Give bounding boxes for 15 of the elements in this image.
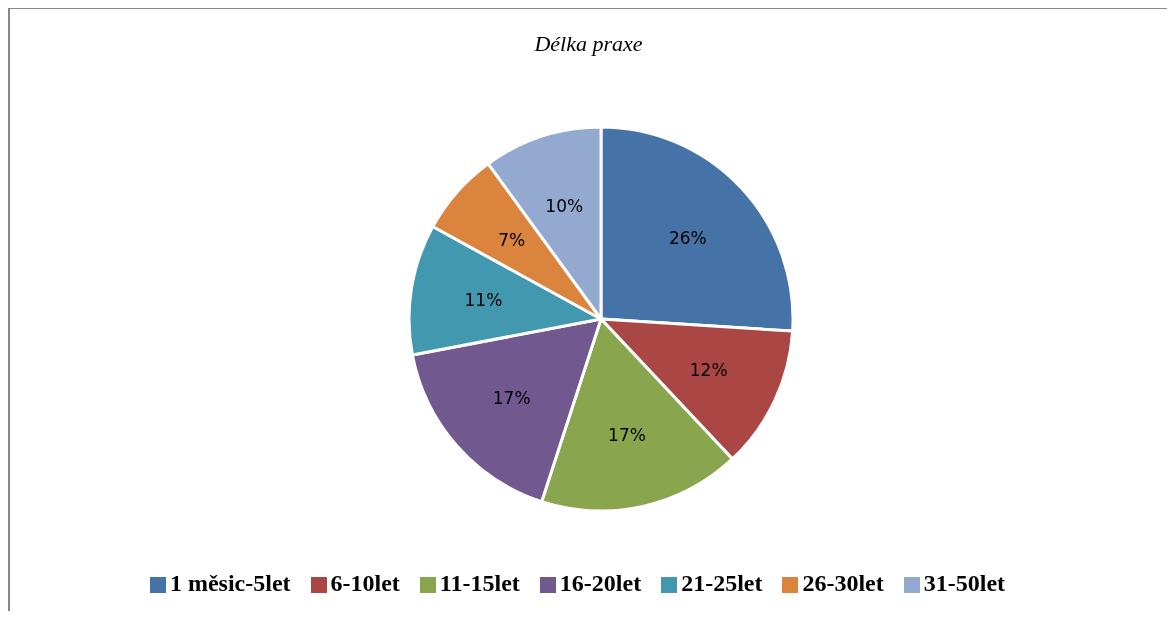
data-label: 17% (492, 387, 531, 408)
legend-label: 11-15let (439, 570, 520, 596)
legend-label: 31-50let (923, 570, 1006, 596)
legend-label: 6-10let (330, 570, 400, 596)
legend-label: 26-30let (802, 570, 884, 596)
legend-label: 16-20let (559, 570, 642, 596)
data-label: 7% (498, 230, 526, 251)
data-label: 10% (545, 195, 584, 216)
legend-label: 21-25let (681, 570, 763, 596)
data-label: 11% (464, 290, 503, 311)
data-label: 12% (689, 359, 728, 380)
chart-title: Délka praxe (533, 31, 644, 57)
data-label: 26% (668, 227, 707, 248)
legend-label: 1 měsic-5let (169, 570, 291, 596)
data-label: 17% (608, 425, 646, 446)
